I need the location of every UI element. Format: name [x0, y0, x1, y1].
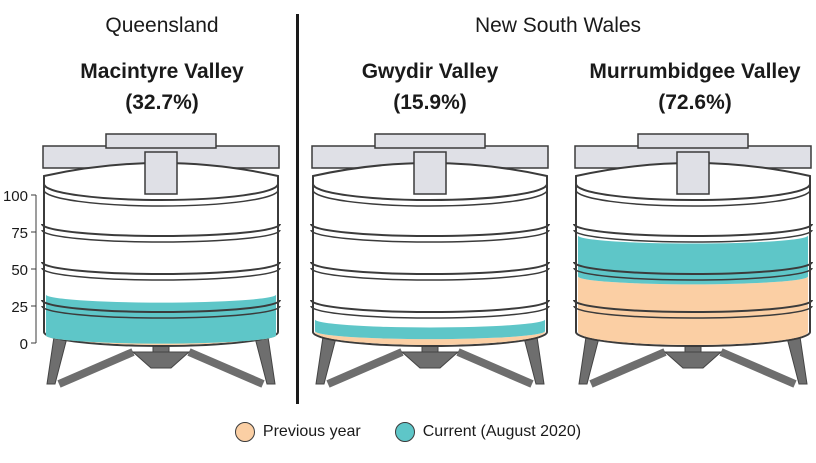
- y-tick-label: 75: [11, 225, 28, 242]
- y-tick-label: 0: [20, 336, 28, 353]
- tank-leg-base: [400, 351, 460, 369]
- tank-1: [310, 133, 550, 388]
- tank-rib: [310, 223, 550, 237]
- y-tick-label: 25: [11, 299, 28, 316]
- region-label-nsw: New South Wales: [474, 14, 642, 37]
- tank-leg-brace: [57, 348, 135, 388]
- legend-item-current: Current (August 2020): [394, 422, 582, 442]
- y-tick-label: 100: [3, 188, 28, 205]
- tank-leg-brace: [187, 348, 265, 388]
- tank-leg-brace: [326, 348, 404, 388]
- y-tick-label: 50: [11, 262, 28, 279]
- tank-rib: [573, 229, 813, 243]
- tank-rib: [310, 299, 550, 313]
- valley-name: Gwydir Valley: [361, 60, 499, 83]
- tank-rib: [310, 229, 550, 243]
- legend-swatch-previous: [234, 422, 255, 442]
- legend-item-previous: Previous year: [234, 422, 361, 442]
- legend: Previous year Current (August 2020): [0, 422, 816, 442]
- tank-rib: [310, 261, 550, 275]
- tank-title-macintyre: Macintyre Valley (32.7%): [38, 56, 286, 118]
- current-fill: [315, 319, 545, 340]
- legend-label-previous: Previous year: [262, 423, 361, 440]
- tank-cap: [374, 133, 486, 149]
- previous-year-fill: [315, 331, 545, 345]
- tank-chart: 100 75 50 25 0: [3, 133, 813, 388]
- tank-cap: [105, 133, 217, 149]
- tank-lid-rim: [575, 189, 811, 207]
- tank-leg-base: [131, 351, 191, 369]
- tank-rib: [41, 299, 281, 313]
- valley-percent: (32.7%): [125, 91, 199, 114]
- region-label-queensland: Queensland: [105, 14, 219, 37]
- tank-rib: [41, 267, 281, 281]
- legend-swatch-current: [394, 422, 415, 442]
- tank-lid-rim: [43, 189, 279, 207]
- legend-label-current: Current (August 2020): [422, 423, 582, 440]
- tank-2: [573, 133, 813, 388]
- tank-leg-brace: [719, 348, 797, 388]
- tank-title-gwydir: Gwydir Valley (15.9%): [306, 56, 554, 118]
- valley-name: Murrumbidgee Valley: [589, 60, 801, 83]
- tank-rib: [573, 261, 813, 275]
- tank-leg-brace: [456, 348, 534, 388]
- current-fill: [46, 294, 276, 344]
- valley-name: Macintyre Valley: [80, 60, 244, 83]
- valley-percent: (15.9%): [393, 91, 467, 114]
- tank-cap: [637, 133, 749, 149]
- valley-percent: (72.6%): [658, 91, 732, 114]
- y-axis: 100 75 50 25 0: [3, 188, 37, 353]
- tank-rib: [573, 305, 813, 319]
- tank-inlet: [676, 151, 710, 195]
- tank-rib: [41, 261, 281, 275]
- tank-rib: [573, 267, 813, 281]
- tank-rib: [41, 223, 281, 237]
- tank-lid-rim: [312, 189, 548, 207]
- tank-rib: [310, 267, 550, 281]
- tank-rib: [41, 305, 281, 319]
- tank-leg-base: [663, 351, 723, 369]
- region-divider: [296, 14, 299, 404]
- tank-rib: [573, 299, 813, 313]
- tank-rib: [310, 305, 550, 319]
- tank-inlet: [413, 151, 447, 195]
- tank-inlet: [144, 151, 178, 195]
- tank-0: [41, 133, 281, 388]
- tank-body: [312, 179, 548, 347]
- tank-title-murrumbidgee: Murrumbidgee Valley (72.6%): [560, 56, 816, 118]
- tank-rib: [41, 229, 281, 243]
- previous-year-fill: [578, 276, 808, 345]
- tank-leg-brace: [589, 348, 667, 388]
- tank-rib: [573, 223, 813, 237]
